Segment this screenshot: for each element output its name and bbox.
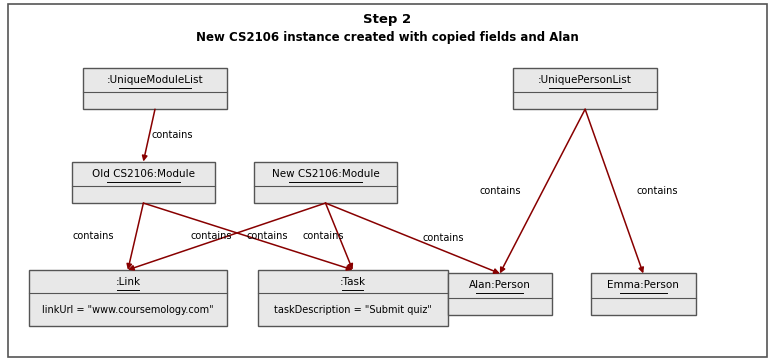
Text: Old CS2106:Module: Old CS2106:Module: [92, 169, 195, 179]
Bar: [448, 274, 552, 315]
Text: Alan:Person: Alan:Person: [469, 280, 531, 291]
Bar: [29, 270, 226, 326]
Text: :Task: :Task: [339, 277, 366, 287]
Bar: [84, 68, 226, 109]
Text: taskDescription = "Submit quiz": taskDescription = "Submit quiz": [274, 305, 432, 314]
Text: :Link: :Link: [115, 277, 140, 287]
Bar: [257, 270, 448, 326]
Bar: [71, 162, 215, 203]
Bar: [591, 274, 696, 315]
Bar: [513, 68, 657, 109]
Bar: [254, 162, 397, 203]
Text: :UniqueModuleList: :UniqueModuleList: [107, 75, 203, 85]
Text: New CS2106:Module: New CS2106:Module: [271, 169, 380, 179]
Text: contains: contains: [636, 186, 677, 196]
Text: contains: contains: [479, 186, 521, 196]
Text: Step 2: Step 2: [363, 13, 412, 26]
Text: contains: contains: [303, 231, 344, 242]
Text: :UniquePersonList: :UniquePersonList: [538, 75, 632, 85]
Text: New CS2106 instance created with copied fields and Alan: New CS2106 instance created with copied …: [196, 31, 579, 44]
Text: contains: contains: [191, 231, 232, 242]
Text: contains: contains: [72, 231, 114, 242]
Text: contains: contains: [246, 231, 288, 242]
Text: contains: contains: [152, 130, 193, 140]
Text: linkUrl = "www.coursemology.com": linkUrl = "www.coursemology.com": [42, 305, 214, 314]
Text: Emma:Person: Emma:Person: [608, 280, 679, 291]
Text: contains: contains: [423, 233, 464, 243]
